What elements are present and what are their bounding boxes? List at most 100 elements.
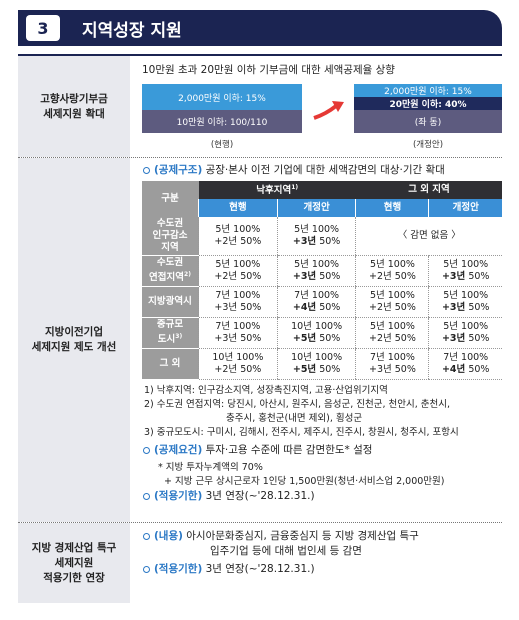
row-label-line: 그 외: [159, 358, 181, 369]
section-label: 고향사랑기부금 세제지원 확대: [18, 56, 130, 157]
item-tag: (내용): [154, 530, 183, 542]
cell-line: +5년 50%: [280, 364, 354, 376]
cell-line: +3년 50%: [358, 364, 426, 376]
cell-period: +2년: [368, 302, 392, 313]
note: 1) 낙후지역: 인구감소지역, 성장촉진지역, 고용·산업위기지역: [144, 384, 502, 398]
rule: [18, 54, 502, 56]
box: (좌 동): [354, 110, 502, 133]
cell-period: +4년: [441, 364, 466, 375]
cell-line: +2년 50%: [358, 271, 426, 283]
item: (적용기한) 3년 연장(~'28.12.31.): [142, 489, 502, 504]
note: 충주시, 홍천군(내면 제외), 횡성군: [144, 412, 502, 426]
sub-head: 개정안: [276, 199, 356, 217]
section-label: 지방 경제산업 특구 세제지원 적용기한 연장: [18, 523, 130, 603]
cell-line: 5년 100%: [294, 259, 340, 270]
cell-line: +2년 50%: [358, 333, 426, 345]
cell: 5년 100% +3년 50%: [428, 286, 502, 318]
label-line: 지방이전기업: [45, 326, 103, 338]
item-text: 입주기업 등에 대해 법인세 등 감면: [210, 545, 362, 557]
item: (공제요건) 투자·고용 수준에 따른 감면한도* 설정: [142, 443, 502, 458]
cell-period: +2년: [214, 236, 238, 247]
cell-line: 7년 100%: [443, 352, 489, 363]
cell-period: +3년: [368, 364, 392, 375]
cell-line: 5년 100%: [443, 259, 489, 270]
item-text: 공장·본사 이전 기업에 대한 세액감면의 대상·기간 확대: [205, 164, 445, 176]
caption: (개정안): [412, 140, 444, 150]
cell-line: 5년 100%: [215, 224, 261, 235]
cell-line: +3년 50%: [431, 271, 500, 283]
cell-rate: 50%: [319, 302, 341, 313]
table-row: 중규모 도시3) 7년 100% +3년 50% 10년 100% +5년 50% 5년 1…: [142, 317, 502, 349]
cell-line: 5년 100%: [369, 321, 415, 332]
item-text: 3년 연장(~'28.12.31.): [205, 490, 315, 502]
table: 구분 낙후지역1) 그 외 지역 현행 개정안 현행 개정안 수도권 인구감소 지역 5년 100%…: [142, 181, 502, 380]
item: (적용기한) 3년 연장(~'28.12.31.): [142, 562, 502, 577]
cell-rate: 50%: [319, 333, 341, 344]
item-text: 아시아문화중심지, 금융중심지 등 지방 경제산업 특구: [186, 530, 419, 542]
cell: 7년 100% +4년 50%: [428, 348, 502, 380]
sub-note: + 지방 근무 상시근로자 1인당 1,500만원(청년·서비스업 2,000만…: [164, 476, 445, 487]
note-text: 중규모도시: 구미시, 김해시, 전주시, 제주시, 진주시, 창원시, 청주시…: [156, 427, 459, 438]
cell-rate: 50%: [468, 302, 490, 313]
label-line: 적용기한 연장: [43, 571, 105, 584]
item-tag: (공제구조): [154, 164, 203, 176]
cell-period: +5년: [292, 333, 317, 344]
footnote-ref: 1): [291, 184, 299, 192]
item-text: 투자·고용 수준에 따른 감면한도* 설정: [205, 444, 373, 456]
cell-line: +2년 50%: [201, 236, 275, 248]
sub-note: * 지방 투자누계액의 70%: [158, 462, 263, 473]
cell-rate: 50%: [240, 333, 262, 344]
cell-period: +5년: [292, 364, 317, 375]
cell: 7년 100% +3년 50%: [198, 317, 278, 349]
cell: 5년 100% +2년 50%: [355, 255, 429, 287]
sub-head: 현행: [198, 199, 278, 217]
label-line: 세제지원 제도 개선: [31, 341, 117, 353]
arrow: [313, 101, 344, 120]
box: 2,000만원 이하: 15%: [354, 84, 502, 97]
cell: 5년 100% +2년 50%: [355, 286, 429, 318]
cell: 5년 100% +2년 50%: [198, 217, 278, 256]
corner: 구분: [142, 181, 199, 217]
note-text: 충주시, 홍천군(내면 제외), 횡성군: [226, 413, 363, 424]
cell-line: +2년 50%: [358, 302, 426, 314]
group-head: 낙후지역1): [198, 181, 356, 199]
row-label: 중규모 도시3): [142, 317, 199, 349]
cell: 5년 100% +3년 50%: [276, 255, 356, 287]
cell-rate: 50%: [394, 364, 416, 375]
cell: 7년 100% +3년 50%: [198, 286, 278, 318]
section-content: (공제구조) 공장·본사 이전 기업에 대한 세액감면의 대상·기간 확대 구분…: [138, 158, 502, 507]
note-number: 2): [144, 399, 154, 410]
heading: 10만원 초과 20만원 이하 기부금에 대한 세액공제율 상향: [142, 64, 395, 76]
row-label-line: 도시: [157, 334, 176, 346]
table-row: 지방광역시 7년 100% +3년 50% 7년 100% +4년 50% 5년 100%…: [142, 286, 502, 318]
note-number: 3): [144, 427, 154, 438]
cell-rate: 50%: [240, 364, 262, 375]
group-text: 그 외 지역: [408, 184, 450, 195]
cell-line: 10년 100%: [212, 352, 264, 363]
cell-rate: 50%: [394, 271, 416, 282]
footnote-ref: 2): [184, 271, 191, 279]
sub-head: 개정안: [428, 199, 502, 217]
cell-period: +2년: [368, 271, 392, 282]
sub-head: 현행: [355, 199, 429, 217]
row-label-line: 중규모: [156, 319, 184, 331]
row-label-line: 수도권: [156, 218, 184, 229]
label-line: 세제지원: [54, 556, 94, 569]
cell-period: +3년: [441, 271, 466, 282]
notes: 1) 낙후지역: 인구감소지역, 성장촉진지역, 고용·산업위기지역 2) 수도권…: [144, 384, 502, 440]
cell-line: 7년 100%: [215, 290, 261, 301]
cell: 5년 100% +2년 50%: [198, 255, 278, 287]
cell-rate: 50%: [319, 271, 341, 282]
label-line: 고향사랑기부금: [40, 92, 108, 105]
cell-period: +4년: [292, 302, 317, 313]
item: (공제구조) 공장·본사 이전 기업에 대한 세액감면의 대상·기간 확대: [142, 163, 502, 178]
note-text: 수도권 연접지역: 당진시, 아산시, 원주시, 음성군, 진천군, 천안시, …: [156, 399, 451, 410]
cell-rate: 50%: [468, 271, 490, 282]
cell-line: +4년 50%: [280, 302, 354, 314]
cell-rate: 50%: [468, 364, 490, 375]
group-head: 그 외 지역: [355, 181, 502, 199]
cell-line: 5년 100%: [443, 321, 489, 332]
